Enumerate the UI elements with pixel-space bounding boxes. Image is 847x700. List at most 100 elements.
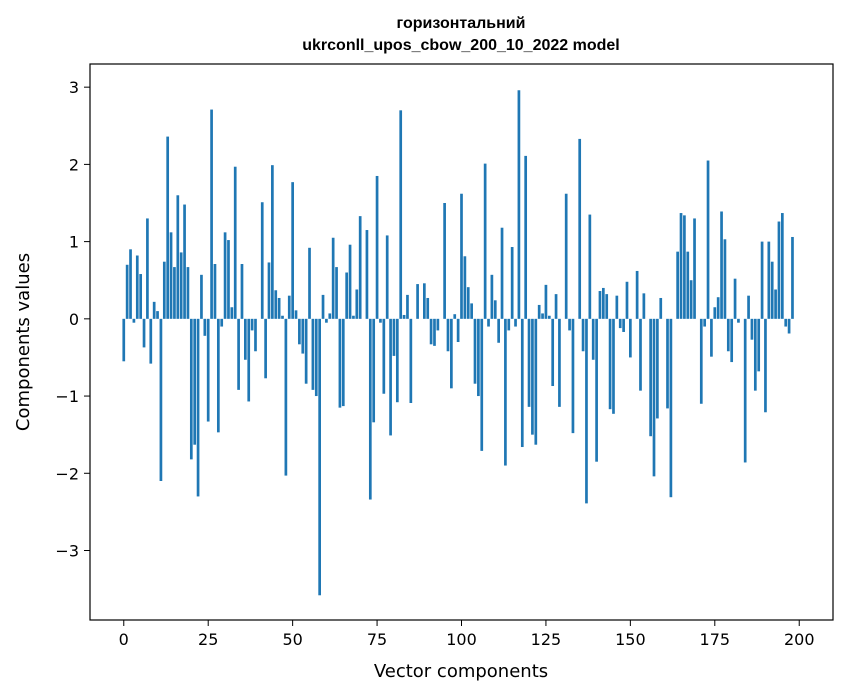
bar-177 — [720, 211, 723, 318]
bar-27 — [214, 264, 217, 319]
bar-122 — [534, 319, 537, 445]
x-tick-label-75: 75 — [367, 630, 387, 649]
bar-99 — [457, 319, 460, 342]
chart-title-line-2: ukrconll_upos_cbow_200_10_2022 model — [302, 37, 619, 54]
bar-46 — [278, 298, 281, 319]
bar-series — [122, 90, 793, 595]
bar-49 — [288, 296, 291, 319]
bar-67 — [349, 245, 352, 319]
bar-79 — [389, 319, 392, 436]
bar-83 — [403, 315, 406, 319]
bar-5 — [139, 274, 142, 319]
bar-110 — [494, 300, 497, 319]
y-axis-label: Components values — [13, 253, 34, 431]
bar-150 — [629, 319, 632, 358]
bar-109 — [491, 275, 494, 319]
bar-3 — [133, 319, 136, 323]
y-tick-label-1: 1 — [69, 233, 79, 252]
bar-162 — [670, 319, 673, 497]
bar-11 — [160, 319, 163, 481]
bar-108 — [487, 319, 490, 327]
bar-197 — [788, 319, 791, 334]
bar-178 — [724, 239, 727, 319]
bar-15 — [173, 267, 176, 319]
bar-112 — [501, 228, 504, 319]
bar-100 — [460, 194, 463, 319]
bar-2 — [129, 249, 132, 319]
bar-175 — [713, 307, 716, 319]
bar-140 — [595, 319, 598, 462]
bar-105 — [477, 319, 480, 396]
bar-0 — [122, 319, 125, 361]
bar-176 — [717, 297, 720, 319]
bar-102 — [467, 287, 470, 319]
bar-70 — [359, 216, 362, 319]
bar-135 — [578, 139, 581, 319]
bar-8 — [149, 319, 152, 364]
bar-194 — [778, 222, 781, 319]
bar-101 — [464, 256, 467, 319]
bar-141 — [599, 291, 602, 319]
bar-77 — [382, 319, 385, 394]
bar-129 — [558, 319, 561, 407]
bar-24 — [203, 319, 206, 336]
bar-159 — [659, 298, 662, 319]
y-tick-label-3: 3 — [69, 78, 79, 97]
bar-167 — [686, 252, 689, 319]
bar-171 — [700, 319, 703, 404]
bar-16 — [176, 195, 179, 319]
bar-149 — [626, 282, 629, 319]
bar-73 — [369, 319, 372, 500]
bar-117 — [518, 90, 521, 319]
bar-65 — [342, 319, 345, 406]
bar-78 — [386, 235, 389, 318]
bar-174 — [710, 319, 713, 357]
bar-104 — [474, 319, 477, 384]
bar-84 — [406, 295, 409, 319]
bar-157 — [653, 319, 656, 477]
bar-168 — [690, 280, 693, 319]
x-tick-label-125: 125 — [531, 630, 562, 649]
bar-10 — [156, 311, 159, 319]
bar-126 — [548, 316, 551, 319]
bar-92 — [433, 319, 436, 346]
bar-74 — [372, 319, 375, 422]
bar-169 — [693, 218, 696, 318]
bar-123 — [538, 305, 541, 319]
x-tick-label-25: 25 — [198, 630, 218, 649]
bar-145 — [612, 319, 615, 414]
bar-25 — [207, 319, 210, 422]
x-axis-label: Vector components — [374, 661, 548, 682]
bar-22 — [197, 319, 200, 497]
bar-193 — [774, 289, 777, 318]
bar-131 — [565, 194, 568, 319]
bar-190 — [764, 319, 767, 412]
bar-54 — [305, 319, 308, 384]
bar-137 — [585, 319, 588, 504]
bar-180 — [730, 319, 733, 362]
bar-127 — [551, 319, 554, 386]
bar-43 — [268, 262, 271, 318]
bar-144 — [609, 319, 612, 409]
bar-75 — [376, 176, 379, 319]
bar-106 — [480, 319, 483, 451]
bar-7 — [146, 218, 149, 318]
bar-98 — [453, 314, 456, 319]
bar-47 — [281, 316, 284, 319]
bar-186 — [751, 319, 754, 340]
bar-133 — [572, 319, 575, 433]
bar-113 — [504, 319, 507, 466]
bar-164 — [676, 252, 679, 319]
bar-121 — [531, 319, 534, 435]
bar-97 — [450, 319, 453, 389]
bar-139 — [592, 319, 595, 360]
bar-57 — [315, 319, 318, 396]
bar-115 — [511, 247, 514, 319]
bar-39 — [254, 319, 257, 351]
plot-area-frame — [90, 64, 833, 620]
bar-153 — [639, 319, 642, 391]
bar-148 — [622, 319, 625, 332]
chart-title-line-1: горизонтальний — [397, 15, 526, 32]
